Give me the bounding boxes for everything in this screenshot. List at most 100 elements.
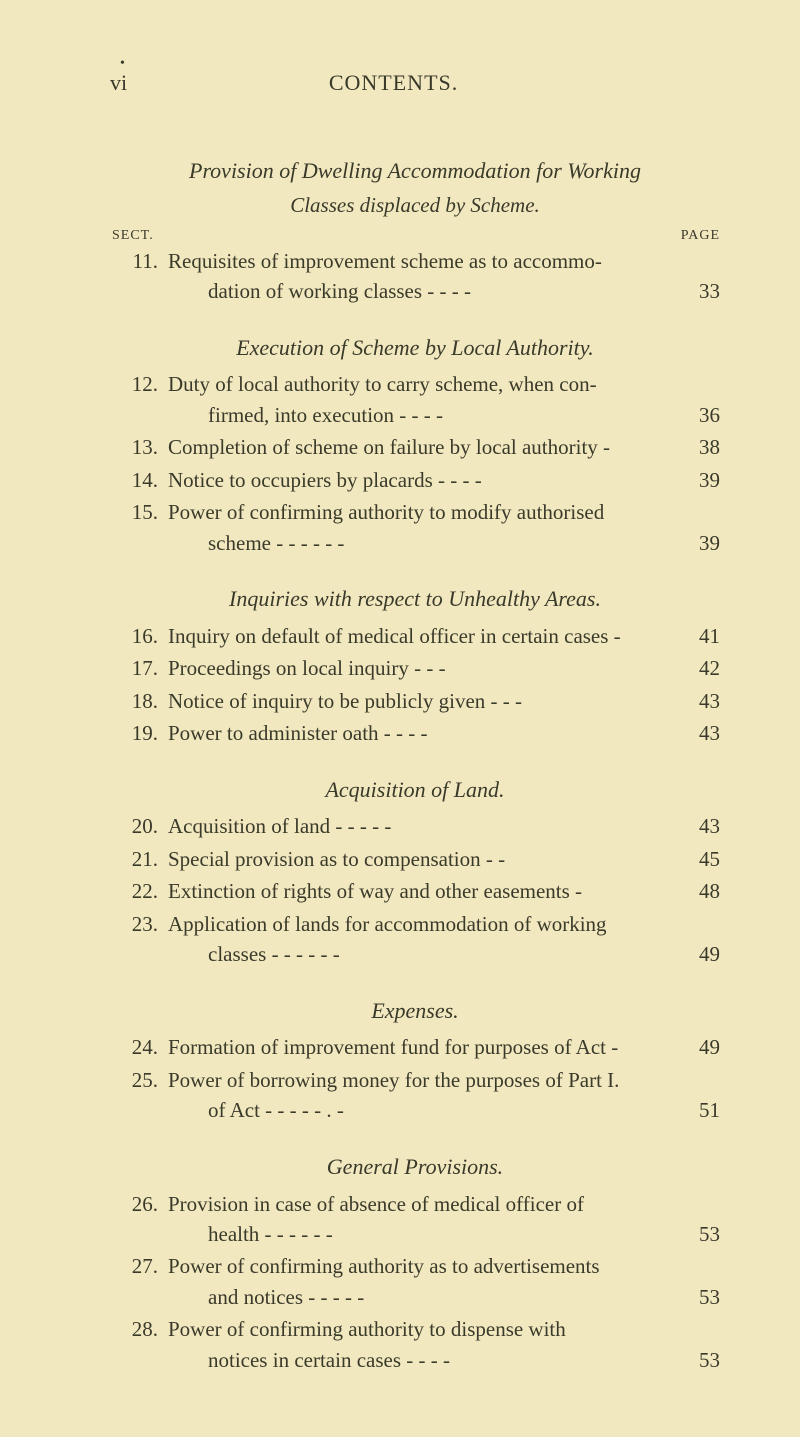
toc-entry: 16.Inquiry on default of medical officer… [110,621,720,651]
section-title: Expenses. [110,996,720,1027]
section-title: General Provisions. [110,1152,720,1183]
entry-line1: Extinction of rights of way and other ea… [168,879,582,903]
entry-number: 11. [110,246,168,307]
entry-number: 18. [110,686,168,716]
entry-page: 49 [674,939,720,969]
entry-page: 43 [674,811,720,841]
toc-entry: 15.Power of confirming authority to modi… [110,497,720,558]
sect-label: SECT. [112,228,154,244]
sections-container: Provision of Dwelling Accommodation for … [110,156,720,1375]
dot-accent: • [120,56,125,72]
entry-line2: firmed, into execution - - - - [168,400,674,430]
entry-page: 43 [674,718,720,748]
toc-entry: 21.Special provision as to compensation … [110,844,720,874]
entry-line2: notices in certain cases - - - - [168,1345,674,1375]
entry-text: Power of borrowing money for the purpose… [168,1065,674,1126]
section-title: Inquiries with respect to Unhealthy Area… [110,584,720,615]
entry-line1: Special provision as to compensation - - [168,847,505,871]
entry-page: 42 [674,653,720,683]
entry-line2: and notices - - - - - [168,1282,674,1312]
section-subtitle: Classes displaced by Scheme. [110,193,720,218]
entry-text: Requisites of improvement scheme as to a… [168,246,674,307]
entry-page: 53 [674,1282,720,1312]
entry-number: 19. [110,718,168,748]
entry-number: 13. [110,432,168,462]
page-label: PAGE [681,228,720,244]
entry-number: 14. [110,465,168,495]
entry-line1: Provision in case of absence of medical … [168,1192,584,1216]
entry-line2: scheme - - - - - - [168,528,674,558]
entry-text: Acquisition of land - - - - - [168,811,674,841]
entry-text: Notice of inquiry to be publicly given -… [168,686,674,716]
page-container: • vi CONTENTS. Provision of Dwelling Acc… [0,0,800,1437]
entry-text: Special provision as to compensation - - [168,844,674,874]
entry-number: 26. [110,1189,168,1250]
toc-entry: 13.Completion of scheme on failure by lo… [110,432,720,462]
entry-line1: Application of lands for accommodation o… [168,912,607,936]
header-row: • vi CONTENTS. [110,70,720,96]
entry-line1: Notice to occupiers by placards - - - - [168,468,482,492]
entry-number: 17. [110,653,168,683]
entry-page: 51 [674,1095,720,1125]
entry-line1: Notice of inquiry to be publicly given -… [168,689,522,713]
entry-line1: Completion of scheme on failure by local… [168,435,610,459]
toc-entry: 24.Formation of improvement fund for pur… [110,1032,720,1062]
entry-page: 53 [674,1345,720,1375]
toc-entry: 27.Power of confirming authority as to a… [110,1251,720,1312]
toc-entry: 18.Notice of inquiry to be publicly give… [110,686,720,716]
entry-text: Application of lands for accommodation o… [168,909,674,970]
entry-line1: Proceedings on local inquiry - - - [168,656,446,680]
entry-number: 21. [110,844,168,874]
entry-page: 41 [674,621,720,651]
entry-number: 16. [110,621,168,651]
entry-number: 24. [110,1032,168,1062]
section-title: Execution of Scheme by Local Authority. [110,333,720,364]
entry-text: Notice to occupiers by placards - - - - [168,465,674,495]
entry-page: 39 [674,465,720,495]
entry-page: 48 [674,876,720,906]
toc-entry: 25.Power of borrowing money for the purp… [110,1065,720,1126]
entry-page: 38 [674,432,720,462]
labels-row: SECT. PAGE [110,228,720,244]
section-title: Acquisition of Land. [110,775,720,806]
toc-entry: 14.Notice to occupiers by placards - - -… [110,465,720,495]
entry-number: 12. [110,369,168,430]
entry-line2: classes - - - - - - [168,939,674,969]
toc-entry: 12.Duty of local authority to carry sche… [110,369,720,430]
toc-entry: 22.Extinction of rights of way and other… [110,876,720,906]
toc-entry: 23.Application of lands for accommodatio… [110,909,720,970]
entry-text: Power of confirming authority as to adve… [168,1251,674,1312]
entry-page: 49 [674,1032,720,1062]
entry-page: 53 [674,1219,720,1249]
toc-entry: 26.Provision in case of absence of medic… [110,1189,720,1250]
toc-entry: 11.Requisites of improvement scheme as t… [110,246,720,307]
entry-page: 33 [674,276,720,306]
entry-text: Provision in case of absence of medical … [168,1189,674,1250]
entry-text: Power of confirming authority to modify … [168,497,674,558]
entry-line1: Formation of improvement fund for purpos… [168,1035,618,1059]
entry-text: Extinction of rights of way and other ea… [168,876,674,906]
entry-text: Formation of improvement fund for purpos… [168,1032,674,1062]
entry-page: 43 [674,686,720,716]
entry-page: 39 [674,528,720,558]
entry-number: 25. [110,1065,168,1126]
entry-text: Completion of scheme on failure by local… [168,432,674,462]
entry-line2: dation of working classes - - - - [168,276,674,306]
page-number-text: vi [110,70,127,95]
entry-page: 36 [674,400,720,430]
entry-number: 22. [110,876,168,906]
entry-line2: health - - - - - - [168,1219,674,1249]
entry-line1: Power of confirming authority to modify … [168,500,604,524]
page-number: • vi [110,70,127,96]
entry-line1: Power of confirming authority to dispens… [168,1317,566,1341]
toc-entry: 28.Power of confirming authority to disp… [110,1314,720,1375]
entry-text: Duty of local authority to carry scheme,… [168,369,674,430]
entry-number: 15. [110,497,168,558]
running-head: CONTENTS. [97,70,690,96]
entry-text: Power to administer oath - - - - [168,718,674,748]
entry-line1: Requisites of improvement scheme as to a… [168,249,602,273]
section-title: Provision of Dwelling Accommodation for … [110,156,720,187]
entry-line1: Power to administer oath - - - - [168,721,428,745]
entry-line2: of Act - - - - - . - [168,1095,674,1125]
entry-number: 20. [110,811,168,841]
